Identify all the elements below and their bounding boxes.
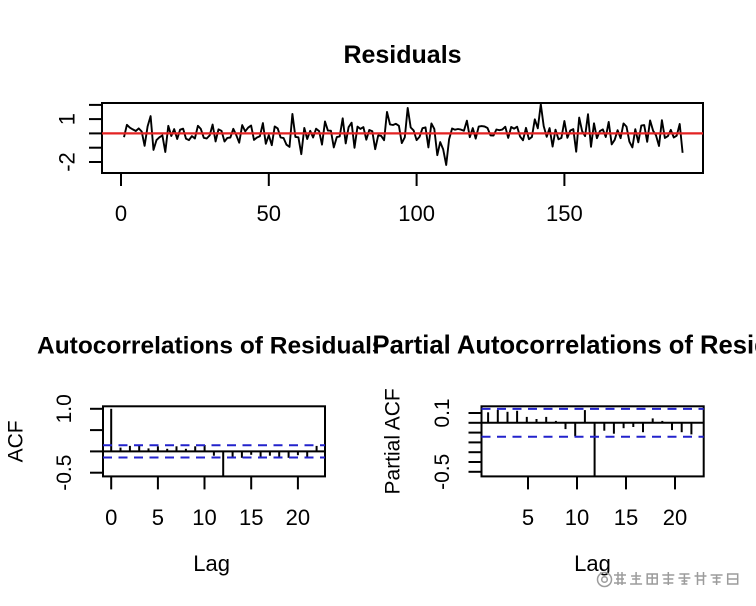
svg-text:15: 15 — [239, 505, 263, 530]
svg-text:5: 5 — [522, 505, 534, 530]
svg-text:10: 10 — [565, 505, 589, 530]
svg-text:100: 100 — [398, 201, 435, 226]
svg-text:-0.5: -0.5 — [431, 454, 454, 490]
svg-text:ACF: ACF — [5, 420, 28, 462]
svg-text:20: 20 — [663, 505, 687, 530]
svg-text:0.1: 0.1 — [431, 398, 454, 427]
svg-text:Partial Autocorrelations of Re: Partial Autocorrelations of Residuals — [373, 332, 756, 360]
svg-text:Partial ACF: Partial ACF — [382, 388, 405, 494]
svg-text:20: 20 — [286, 505, 310, 530]
svg-text:1: 1 — [55, 113, 80, 125]
svg-text:150: 150 — [546, 201, 583, 226]
svg-text:15: 15 — [614, 505, 638, 530]
svg-text:Lag: Lag — [193, 551, 230, 576]
svg-text:-2: -2 — [55, 152, 80, 172]
svg-text:0: 0 — [105, 505, 117, 530]
svg-text:10: 10 — [192, 505, 216, 530]
svg-text:50: 50 — [257, 201, 281, 226]
svg-text:1.0: 1.0 — [53, 394, 76, 423]
svg-text:5: 5 — [152, 505, 164, 530]
svg-text:-0.5: -0.5 — [53, 455, 76, 491]
svg-text:Autocorrelations of Residuals: Autocorrelations of Residuals — [37, 333, 386, 360]
svg-text:0: 0 — [115, 201, 127, 226]
svg-text:Residuals: Residuals — [343, 41, 461, 69]
